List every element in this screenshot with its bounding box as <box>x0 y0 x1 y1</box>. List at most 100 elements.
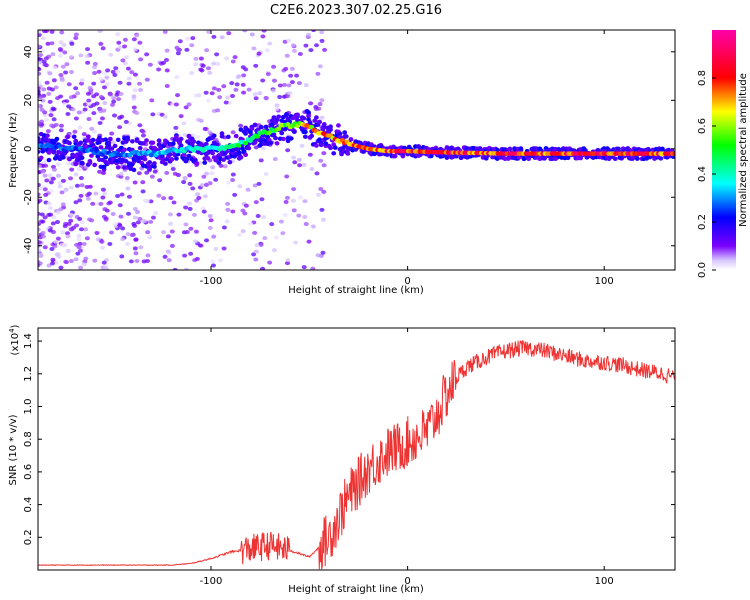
spectrogram-noise-mark <box>288 73 294 78</box>
spectrogram-halo-mark <box>318 142 324 148</box>
spectrogram-noise-mark <box>101 260 107 265</box>
spectrogram-noise-mark <box>85 47 91 52</box>
spectrogram-noise-mark <box>165 249 171 254</box>
spectrogram-noise-mark <box>49 123 55 128</box>
spectrogram-noise-mark <box>58 265 64 270</box>
spectrogram-noise-mark <box>38 192 41 197</box>
spectrogram-halo-mark <box>38 155 44 161</box>
spectrogram-noise-mark <box>200 206 206 211</box>
spectrogram-noise-mark <box>113 66 119 71</box>
spectrogram-noise-mark <box>117 203 123 208</box>
spectrogram-noise-mark <box>230 177 236 182</box>
spectrogram-noise-mark <box>213 177 219 182</box>
spectrogram-noise-mark <box>147 62 153 67</box>
spectrogram-noise-mark <box>38 32 42 37</box>
spectrogram-halo-mark <box>263 124 269 130</box>
spectrogram-noise-mark <box>140 129 146 134</box>
spectrogram-noise-mark <box>315 71 321 76</box>
spectrogram-noise-mark <box>225 95 231 100</box>
spectrogram-noise-mark <box>277 83 283 88</box>
spectrogram-halo-mark <box>45 133 50 138</box>
spectrogram-noise-mark <box>269 222 275 227</box>
spectrogram-noise-mark <box>77 125 83 130</box>
spectrogram-noise-mark <box>305 32 311 37</box>
colorbar-tick-label: 0.0 <box>697 262 708 278</box>
spectrogram-noise-mark <box>47 173 53 178</box>
spectrogram-noise-mark <box>40 219 46 224</box>
spectrogram-halo-mark <box>90 137 96 143</box>
spectrogram-noise-mark <box>175 93 181 98</box>
spectrogram-halo-mark <box>336 123 341 128</box>
spectrogram-halo-mark <box>115 137 121 143</box>
spectrogram-noise-mark <box>92 258 98 263</box>
spectrogram-noise-mark <box>319 30 325 35</box>
spectrogram-noise-mark <box>40 234 46 239</box>
spectrogram-noise-mark <box>132 215 138 220</box>
spectrogram-noise-mark <box>62 224 68 229</box>
spectrogram-noise-mark <box>195 192 201 197</box>
spectrogram-noise-mark <box>83 256 89 261</box>
spectrogram-noise-mark <box>112 221 118 226</box>
spectrogram-noise-mark <box>55 236 61 241</box>
spectrogram-halo-mark <box>295 112 300 117</box>
spectrogram-noise-mark <box>296 81 302 86</box>
spectrogram-noise-mark <box>302 199 308 204</box>
spectrogram-noise-mark <box>267 41 273 46</box>
spectrogram-noise-mark <box>81 241 87 246</box>
spectrogram-noise-mark <box>190 186 196 191</box>
spectrogram-noise-mark <box>173 102 179 107</box>
spectrogram-noise-mark <box>39 212 45 217</box>
spectrogram-noise-mark <box>60 202 66 207</box>
spectrogram-noise-mark <box>291 48 297 53</box>
spectrogram-halo-mark <box>67 140 72 146</box>
spectrogram-halo-mark <box>328 127 333 132</box>
spectrogram-noise-mark <box>186 201 192 206</box>
spectrogram-noise-mark <box>91 81 97 86</box>
spectrogram-noise-mark <box>225 207 231 212</box>
spectrogram-noise-mark <box>162 115 168 120</box>
spectrogram-noise-mark <box>232 55 238 60</box>
spectrogram-noise-mark <box>65 234 71 239</box>
spectrogram-halo-mark <box>343 134 349 139</box>
spectrogram-halo-mark <box>317 119 322 125</box>
spectrogram-noise-mark <box>182 132 188 137</box>
spectrogram-noise-mark <box>251 46 257 51</box>
spectrogram-halo-mark <box>142 156 148 162</box>
spectrogram-noise-mark <box>144 52 150 57</box>
spectrogram-noise-mark <box>123 55 129 60</box>
spectrogram-noise-mark <box>59 30 65 35</box>
spectrogram-noise-mark <box>161 196 167 201</box>
spectrogram-noise-mark <box>282 212 288 217</box>
spectrogram-noise-mark <box>128 259 134 264</box>
spectrogram-noise-mark <box>306 239 312 244</box>
spectrogram-noise-mark <box>187 173 193 178</box>
spectrogram-noise-mark <box>221 225 227 230</box>
spectrogram-noise-mark <box>322 47 328 52</box>
spectrogram-noise-mark <box>38 66 41 71</box>
spectrogram-noise-mark <box>195 134 201 139</box>
spectrogram-noise-mark <box>104 82 110 87</box>
spectrogram-noise-mark <box>241 90 247 95</box>
spectrogram-noise-mark <box>44 178 50 183</box>
spectrogram-ridge-mark <box>235 143 242 148</box>
spectrogram-noise-mark <box>38 227 41 232</box>
spectrogram-halo-mark <box>169 157 175 162</box>
spectrogram-noise-mark <box>38 30 41 34</box>
spectrogram-noise-mark <box>258 242 264 247</box>
spectrogram-halo-mark <box>151 161 157 166</box>
spectrogram-noise-mark <box>97 107 103 112</box>
spectrogram-halo-mark <box>210 150 215 156</box>
spectrogram-noise-mark <box>119 192 125 197</box>
spectrogram-noise-mark <box>284 261 290 266</box>
spectrogram-noise-mark <box>164 83 170 88</box>
spectrogram-noise-mark <box>102 265 108 270</box>
spectrogram-noise-mark <box>38 86 41 91</box>
snr-plot-area <box>38 339 675 570</box>
spectrogram-noise-mark <box>230 59 236 64</box>
spectrogram-noise-mark <box>51 78 57 83</box>
spectrogram-noise-mark <box>318 158 324 163</box>
spectrogram-noise-mark <box>291 187 297 192</box>
spectrogram-noise-mark <box>102 207 108 212</box>
spectrogram-noise-mark <box>152 169 158 174</box>
spectrogram-noise-mark <box>243 203 249 208</box>
